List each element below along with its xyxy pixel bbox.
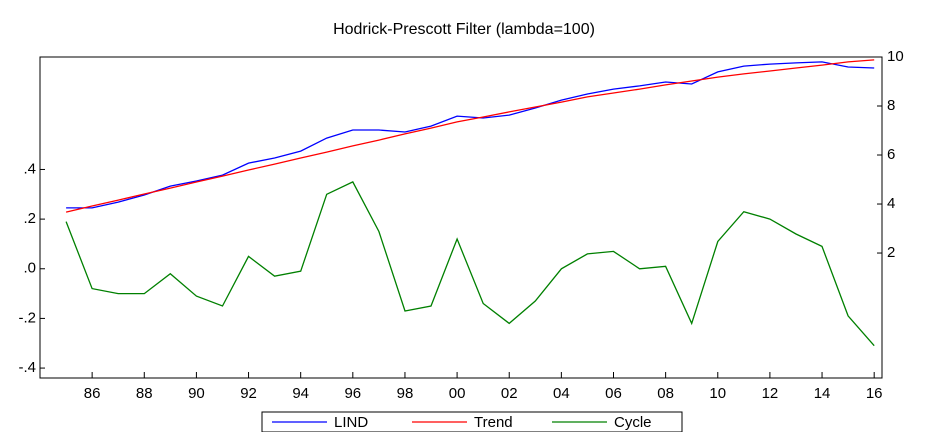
legend-label: LIND bbox=[334, 414, 368, 431]
y2-tick-label: 8 bbox=[887, 97, 895, 114]
series-line bbox=[65, 59, 875, 213]
y2-tick-label: 10 bbox=[887, 48, 904, 65]
x-tick-label: 94 bbox=[292, 385, 309, 402]
chart-title: Hodrick-Prescott Filter (lambda=100) bbox=[333, 21, 595, 38]
x-tick-label: 90 bbox=[188, 385, 205, 402]
x-tick-label: 98 bbox=[397, 385, 414, 402]
y2-tick-label: 4 bbox=[887, 195, 895, 212]
x-tick-label: 14 bbox=[814, 385, 831, 402]
x-tick-label: 92 bbox=[240, 385, 257, 402]
x-tick-label: 12 bbox=[762, 385, 779, 402]
x-tick-label: 88 bbox=[136, 385, 153, 402]
plot-frame bbox=[39, 56, 883, 379]
x-tick-label: 16 bbox=[866, 385, 883, 402]
y2-tick-label: 2 bbox=[887, 244, 895, 261]
y-tick-label: .4 bbox=[23, 160, 36, 177]
x-tick-label: 10 bbox=[709, 385, 726, 402]
y-tick-label: -.4 bbox=[18, 359, 36, 376]
y-tick-label: -.2 bbox=[18, 309, 36, 326]
legend-box bbox=[261, 411, 683, 432]
x-tick-label: 04 bbox=[553, 385, 570, 402]
y-tick-label: .0 bbox=[23, 260, 36, 277]
x-tick-label: 96 bbox=[344, 385, 361, 402]
x-tick-label: 00 bbox=[449, 385, 466, 402]
y-tick-label: .2 bbox=[23, 210, 36, 227]
x-tick-label: 86 bbox=[84, 385, 101, 402]
series-line bbox=[66, 61, 875, 209]
legend-label: Trend bbox=[474, 414, 513, 431]
x-tick-label: 06 bbox=[605, 385, 622, 402]
y2-tick-label: 6 bbox=[887, 146, 895, 163]
x-tick-label: 02 bbox=[501, 385, 518, 402]
legend-label: Cycle bbox=[614, 414, 652, 431]
x-tick-label: 08 bbox=[657, 385, 674, 402]
series-line bbox=[65, 181, 875, 347]
